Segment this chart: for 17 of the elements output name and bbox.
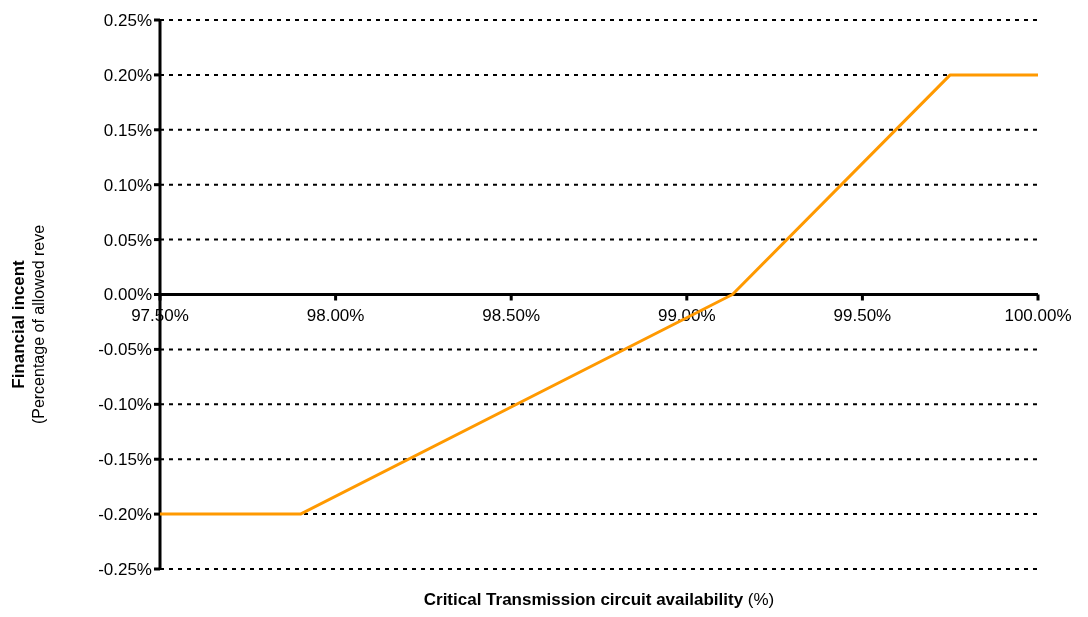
y-axis-title: Financial incent (Percentage of allowed reve xyxy=(9,224,47,425)
y-tick-label: -0.05% xyxy=(98,340,152,360)
y-tick-label: -0.15% xyxy=(98,450,152,470)
y-tick-label: 0.20% xyxy=(103,65,152,85)
y-tick-label: -0.10% xyxy=(98,395,152,415)
x-axis-title: Critical Transmission circuit availability (%) xyxy=(423,590,775,609)
x-tick-label: 100.00% xyxy=(1004,305,1072,325)
y-tick-label: -0.20% xyxy=(98,505,152,525)
x-tick-label: 98.50% xyxy=(482,305,541,325)
x-tick-label: 99.50% xyxy=(833,305,892,325)
y-tick-label: -0.25% xyxy=(98,559,152,579)
y-tick-label: 0.05% xyxy=(103,230,152,250)
y-tick-label: 0.25% xyxy=(103,10,152,30)
y-tick-label: 0.00% xyxy=(103,285,152,305)
x-tick-label: 98.00% xyxy=(306,305,365,325)
y-tick-label: 0.15% xyxy=(103,120,152,140)
y-tick-label: 0.10% xyxy=(103,175,152,195)
